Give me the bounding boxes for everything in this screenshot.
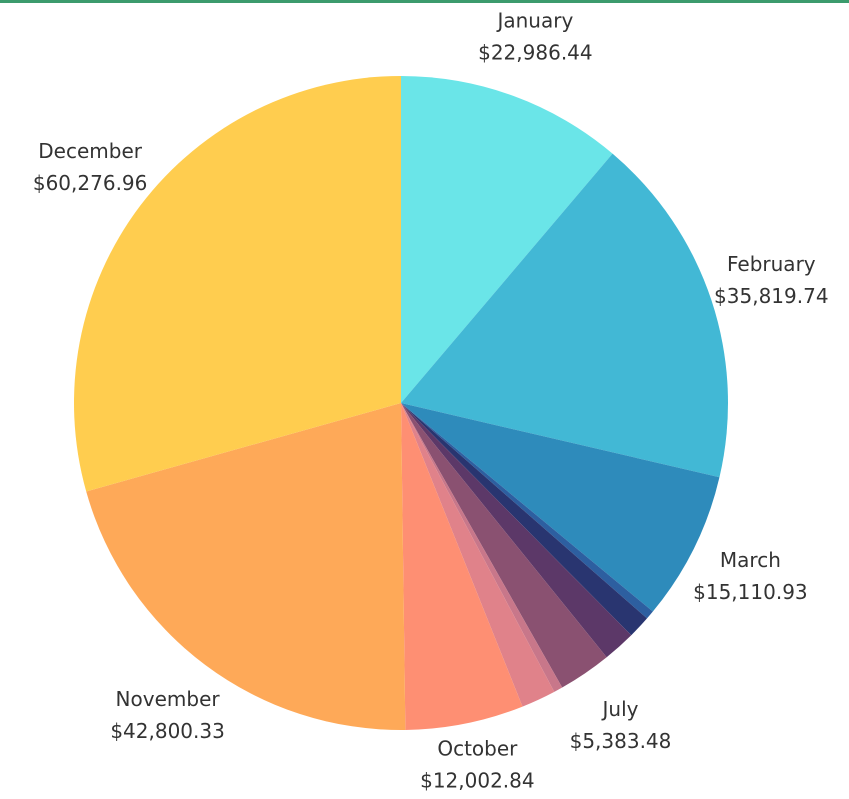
pie-slice xyxy=(401,153,728,478)
top-border xyxy=(0,0,849,3)
slice-value-label: $22,986.44 xyxy=(478,40,593,64)
slice-label: October xyxy=(437,737,518,761)
pie-slice xyxy=(401,403,653,619)
slice-label: March xyxy=(720,548,781,572)
slice-label: January xyxy=(495,8,573,32)
slice-label: July xyxy=(601,697,639,721)
pie-slice xyxy=(401,403,563,692)
pie-slice xyxy=(401,403,720,612)
slice-value-label: $42,800.33 xyxy=(110,719,225,743)
pie-slice xyxy=(401,403,555,707)
pie-slice xyxy=(74,76,401,492)
slice-label: December xyxy=(38,139,142,163)
slice-value-label: $15,110.93 xyxy=(693,580,808,604)
slice-value-label: $12,002.84 xyxy=(420,769,535,793)
slice-label: November xyxy=(116,687,221,711)
pie-slice xyxy=(401,403,607,688)
pie-slice xyxy=(86,403,406,730)
pie-slice xyxy=(401,403,523,730)
pie-slice xyxy=(401,403,648,636)
slice-value-label: $60,276.96 xyxy=(33,171,148,195)
pie-slice xyxy=(401,403,632,658)
pie-slice xyxy=(401,76,613,403)
slice-value-label: $5,383.48 xyxy=(570,729,672,753)
slice-value-label: $35,819.74 xyxy=(714,284,829,308)
slice-label: February xyxy=(727,252,816,276)
